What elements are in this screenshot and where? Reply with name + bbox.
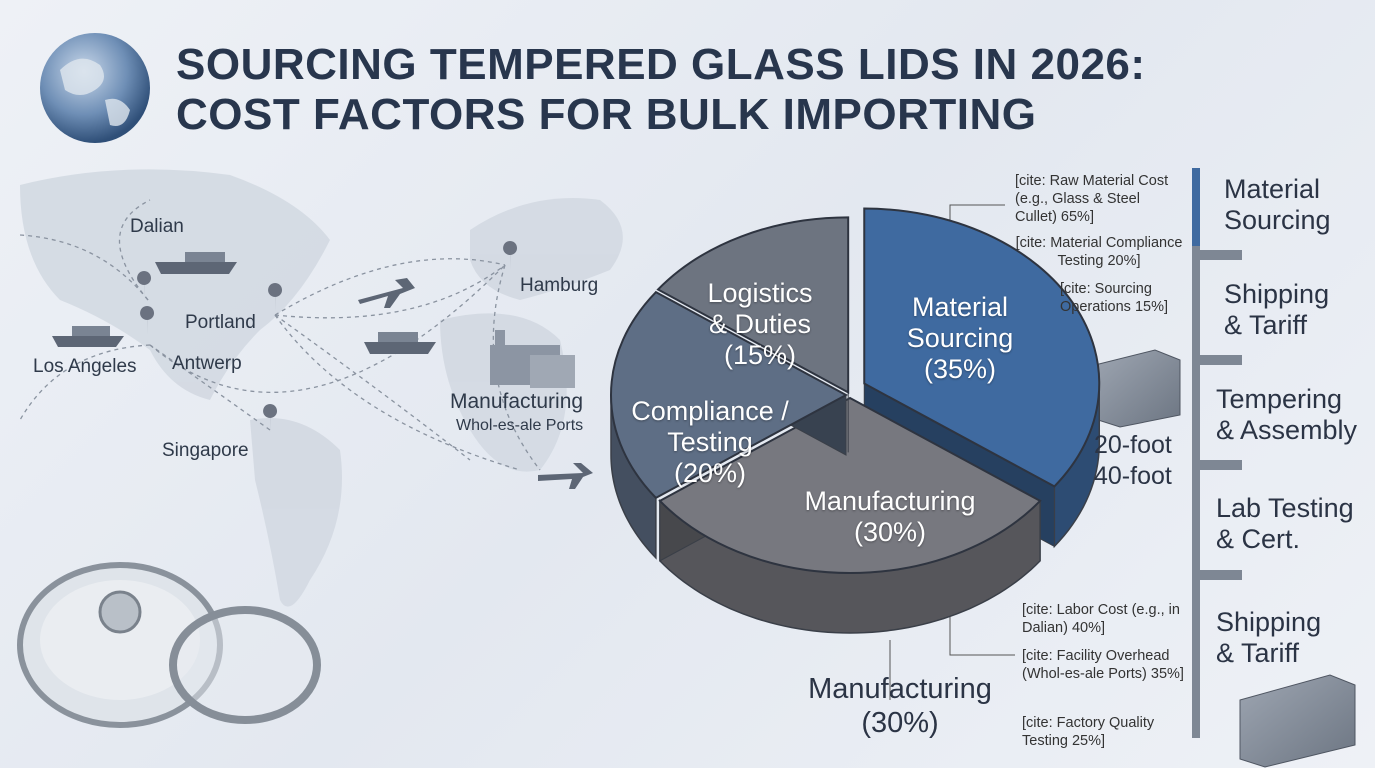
- cite-note: [cite: Facility Overhead (Whol-es-ale Po…: [1022, 648, 1184, 682]
- pie-slice-manufacturing: [658, 396, 1042, 574]
- pie-slice-compliance-testing: [610, 290, 849, 500]
- manufacturing-map-label: Manufacturing: [450, 390, 584, 413]
- pie-label-manufacturing: Manufacturing (30%): [804, 486, 976, 547]
- pie-slice-logistics-duties: [656, 216, 850, 395]
- factory-icon: [490, 330, 575, 388]
- city-label: Dalian: [130, 216, 184, 237]
- page-title: SOURCING TEMPERED GLASS LIDS IN 2026: CO…: [176, 40, 1146, 140]
- sidebar-step: Lab Testing & Cert.: [1216, 493, 1354, 554]
- sidebar-step: Material Sourcing: [1224, 174, 1331, 235]
- city-label: Singapore: [162, 440, 249, 461]
- pie-slice-material-sourcing: [863, 207, 1101, 488]
- container-sizes: 20-foot 40-foot: [1094, 431, 1172, 490]
- city-label: Portland: [185, 312, 256, 333]
- cite-note: [cite: Sourcing Operations 15%]: [1060, 281, 1169, 315]
- pie-chart: [610, 207, 1101, 634]
- sidebar-step: Tempering & Assembly: [1216, 384, 1358, 445]
- cite-note: [cite: Labor Cost (e.g., in Dalian) 40%]: [1022, 602, 1180, 636]
- title-line-2: COST FACTORS FOR BULK IMPORTING: [176, 90, 1037, 139]
- city-label: Hamburg: [520, 275, 599, 296]
- map-pin-icon: [137, 241, 518, 433]
- pie-label-material-sourcing: Material Sourcing (35%): [906, 292, 1014, 384]
- city-label: Antwerp: [172, 353, 242, 374]
- pie-label-logistics: Logistics & Duties (15%): [707, 278, 813, 370]
- manufacturing-callout: Manufacturing (30%): [808, 673, 992, 739]
- route-lines: [19, 199, 541, 471]
- ports-map-label: Whol-es-ale Ports: [456, 417, 584, 434]
- pie-label-compliance: Compliance / Testing (20%): [631, 396, 789, 488]
- airplane-icon: [358, 278, 593, 489]
- cite-note: [cite: Raw Material Cost (e.g., Glass & …: [1015, 173, 1169, 225]
- shipping-container-icon: [1094, 349, 1356, 768]
- sidebar-step: Shipping & Tariff: [1224, 279, 1330, 340]
- world-map: [20, 169, 623, 607]
- cite-note: [cite: Material Compliance Testing 20%]: [1015, 235, 1183, 269]
- glass-lid-icon: [17, 562, 321, 728]
- sidebar-track: [1192, 168, 1242, 738]
- sidebar-step: Shipping & Tariff: [1216, 607, 1322, 668]
- cargo-ship-icon: [52, 252, 436, 354]
- city-label: Los Angeles: [33, 356, 137, 377]
- globe-icon: [40, 33, 150, 143]
- cite-note: [cite: Factory Quality Testing 25%]: [1022, 715, 1155, 749]
- title-line-1: SOURCING TEMPERED GLASS LIDS IN 2026:: [176, 40, 1146, 89]
